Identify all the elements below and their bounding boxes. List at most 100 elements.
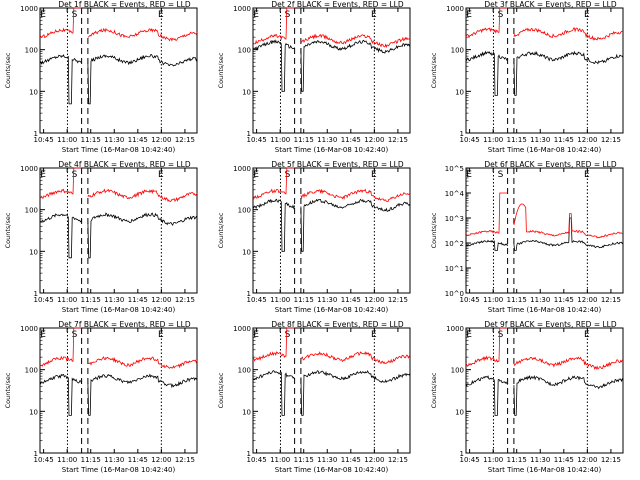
x-tick-label: 11:00: [270, 136, 290, 144]
x-tick-label: 11:00: [483, 136, 503, 144]
y-tick-label: 1000: [233, 5, 251, 13]
x-axis-label: Start Time (16-Mar-08 10:42:40): [275, 146, 389, 154]
y-tick-label: 10: [242, 408, 251, 416]
interval-marker-label: S: [72, 10, 78, 20]
y-tick-label: 1: [247, 290, 251, 298]
x-tick-label: 12:15: [175, 456, 195, 464]
y-tick-label: 100: [238, 47, 251, 55]
y-tick-label: 1: [34, 450, 38, 458]
chart-svg: Det 4f BLACK = Events, RED = LLD 1 10 100 10…: [4, 160, 198, 314]
series-line-events: [300, 198, 411, 252]
series-line-events: [513, 50, 624, 96]
x-tick-label: 11:00: [57, 296, 77, 304]
series-line-lld: [39, 327, 82, 367]
chart-title: Det 7f BLACK = Events, RED = LLD: [58, 320, 191, 329]
x-tick-label: 11:15: [294, 296, 314, 304]
axes-frame: [252, 327, 411, 454]
x-tick-label: 11:45: [341, 456, 361, 464]
y-tick-label: 100: [238, 367, 251, 375]
y-tick-label: 100: [451, 367, 464, 375]
x-tick-label: 11:15: [81, 296, 101, 304]
x-tick-label: 11:45: [554, 456, 574, 464]
x-tick-label: 11:15: [507, 296, 527, 304]
chart-svg: Det 5f BLACK = Events, RED = LLD 1 10 100 10…: [217, 160, 411, 314]
x-tick-label: 11:45: [554, 136, 574, 144]
x-tick-label: 12:15: [388, 296, 408, 304]
y-tick-label: 10^4: [445, 190, 465, 198]
series-line-lld: [252, 327, 295, 362]
interval-marker-label: E: [253, 10, 259, 20]
interval-marker-label: E: [371, 10, 377, 20]
interval-marker-label: E: [584, 330, 590, 340]
x-tick-label: 11:00: [483, 296, 503, 304]
y-axis-label: Counts/sec: [430, 372, 438, 408]
x-tick-label: 11:45: [128, 456, 148, 464]
series-line-lld: [465, 192, 508, 236]
y-tick-label: 1000: [20, 5, 38, 13]
x-axis-label: Start Time (16-Mar-08 10:42:40): [488, 146, 602, 154]
detector-panel-1: Det 1f BLACK = Events, RED = LLD 1 10 100 10…: [0, 0, 213, 160]
interval-marker-label: E: [253, 330, 259, 340]
series-line-lld: [513, 356, 624, 371]
x-tick-label: 10:45: [460, 456, 480, 464]
detector-panel-8: Det 8f BLACK = Events, RED = LLD 1 10 100 10…: [213, 320, 426, 480]
interval-marker-label: S: [498, 330, 504, 340]
x-tick-label: 12:15: [175, 136, 195, 144]
x-tick-label: 12:00: [151, 456, 171, 464]
series-line-events: [39, 54, 82, 105]
interval-marker-label: S: [285, 330, 291, 340]
y-axis-label: Counts/sec: [217, 52, 225, 88]
detector-panel-6: Det 6f BLACK = Events, RED = LLD 10^0 10^1…: [426, 160, 639, 320]
chart-title: Det 2f BLACK = Events, RED = LLD: [271, 0, 404, 9]
chart-title: Det 5f BLACK = Events, RED = LLD: [271, 160, 404, 169]
y-axis-label: Counts/sec: [217, 212, 225, 248]
x-tick-label: 11:00: [483, 456, 503, 464]
interval-marker-label: S: [498, 10, 504, 20]
y-axis-label: Counts/sec: [4, 372, 12, 408]
y-axis-label: Counts/sec: [430, 212, 438, 248]
x-tick-label: 12:15: [601, 456, 621, 464]
x-tick-label: 11:15: [507, 456, 527, 464]
x-tick-label: 10:45: [34, 136, 54, 144]
interval-marker-label: E: [40, 10, 46, 20]
x-tick-label: 12:00: [364, 456, 384, 464]
chart-svg: Det 3f BLACK = Events, RED = LLD 1 10 100 10…: [430, 0, 624, 154]
x-tick-label: 10:45: [247, 456, 267, 464]
chart-title: Det 3f BLACK = Events, RED = LLD: [484, 0, 617, 9]
series-line-lld: [39, 7, 82, 39]
y-axis-label: Counts/sec: [4, 212, 12, 248]
y-tick-label: 10^2: [445, 240, 464, 248]
y-tick-label: 100: [451, 47, 464, 55]
x-tick-label: 11:30: [317, 456, 337, 464]
chart-svg: Det 9f BLACK = Events, RED = LLD 1 10 100 10…: [430, 320, 624, 474]
y-tick-label: 10: [29, 88, 38, 96]
y-tick-label: 1000: [446, 5, 464, 13]
y-tick-label: 10: [242, 88, 251, 96]
x-tick-label: 11:15: [81, 456, 101, 464]
y-tick-label: 1000: [233, 165, 251, 173]
series-line-events: [513, 217, 624, 251]
series-line-lld: [87, 27, 198, 42]
interval-marker-label: E: [158, 170, 164, 180]
interval-marker-label: E: [253, 170, 259, 180]
x-tick-label: 11:15: [294, 456, 314, 464]
y-tick-label: 1: [460, 450, 464, 458]
y-tick-label: 10: [455, 88, 464, 96]
chart-title: Det 6f BLACK = Events, RED = LLD: [484, 160, 617, 169]
y-tick-label: 10^0: [445, 290, 464, 298]
x-tick-label: 11:30: [530, 456, 550, 464]
series-line-events: [87, 373, 198, 416]
interval-marker-label: E: [466, 170, 472, 180]
axes-frame: [39, 327, 198, 454]
series-line-lld: [513, 27, 624, 41]
series-line-lld: [252, 7, 295, 45]
y-axis-label: Counts/sec: [217, 372, 225, 408]
y-tick-label: 1000: [233, 325, 251, 333]
x-tick-label: 10:45: [34, 456, 54, 464]
x-tick-label: 11:00: [270, 456, 290, 464]
x-tick-label: 12:15: [175, 296, 195, 304]
interval-marker-label: S: [72, 170, 78, 180]
series-line-lld: [300, 351, 411, 365]
x-axis-label: Start Time (16-Mar-08 10:42:40): [488, 466, 602, 474]
